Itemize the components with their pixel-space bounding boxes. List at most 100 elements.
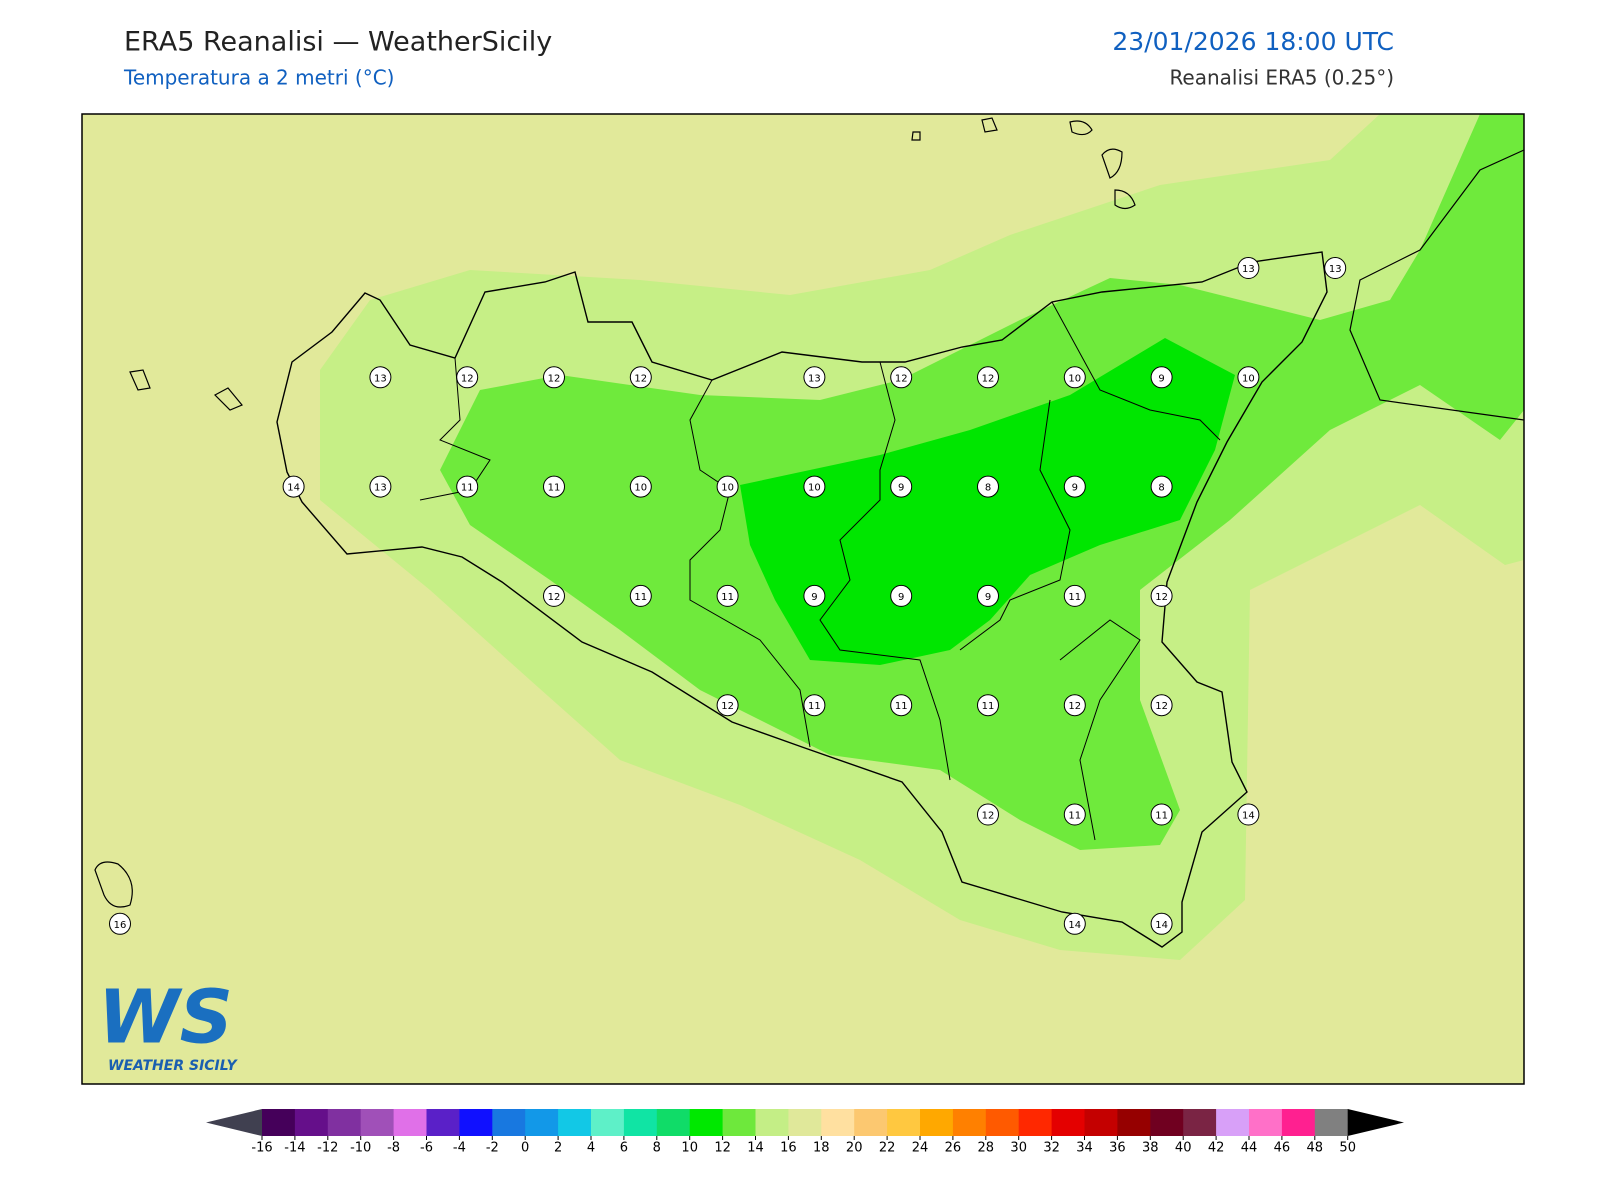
point-marker [803,584,826,607]
colorbar-tick-label: -8 [387,1141,400,1156]
point-marker [977,584,999,607]
point-value: 8 [985,483,991,494]
point-value: 13 [374,373,387,384]
colorbar-swatch [755,1109,789,1136]
point-value: 12 [634,373,647,384]
point-marker [977,803,999,826]
point-marker [1063,694,1086,717]
colorbar-tick-label: 38 [1142,1141,1159,1156]
point-marker [1063,584,1086,607]
colorbar-swatch [854,1109,888,1136]
band-10 [740,338,1235,665]
colorbar-swatch [492,1109,526,1136]
point-marker [890,475,913,498]
point-marker [369,475,392,498]
province-borders [419,301,1221,841]
point-marker [977,475,999,498]
colorbar-tick-label: 50 [1339,1141,1356,1156]
point-value: 13 [374,483,387,494]
colorbar-tick-label: 12 [714,1141,731,1156]
colorbar-tick-label: 42 [1208,1141,1225,1156]
colorbar-swatch [459,1109,493,1136]
point-marker [369,366,392,389]
calabria-coast [1349,149,1524,421]
colorbar-swatch [920,1109,954,1136]
colorbar-tick-label: 28 [978,1141,995,1156]
point-marker [109,912,131,935]
point-value: 9 [985,592,991,603]
colorbar-tick-label: 2 [554,1141,562,1156]
point-value: 11 [1068,592,1081,603]
point-marker [890,366,913,389]
colorbar-tick-label: 32 [1043,1141,1060,1156]
subtitle: Temperatura a 2 metri (°C) [123,66,394,90]
colorbar-tick-label: 16 [780,1141,797,1156]
point-value: 12 [548,592,561,603]
point-value: 14 [287,483,300,494]
point-marker [629,475,652,498]
colorbar-tick-label: -2 [486,1141,499,1156]
point-value: 9 [1072,483,1078,494]
colorbar-swatch [294,1109,329,1136]
point-value: 10 [1242,373,1255,384]
coastline [276,251,1328,948]
colorbar-swatch [360,1109,395,1136]
point-marker [1237,366,1260,389]
colorbar-swatch [788,1109,822,1136]
point-value: 14 [1242,811,1255,822]
point-marker [890,694,913,717]
point-value: 11 [461,483,474,494]
point-value: 11 [634,592,647,603]
point-marker [1150,912,1173,935]
colorbar-swatch [887,1109,921,1136]
logo: WS WEATHER SICILY [98,975,239,1075]
colorbar-tick-label: 10 [681,1141,698,1156]
point-value: 12 [1068,701,1081,712]
point-marker [1150,366,1173,389]
point-marker [803,475,826,498]
colorbar-tick-label: 6 [620,1141,628,1156]
logo-mark: WS [98,975,233,1061]
colorbar-swatch [722,1109,756,1136]
point-value: 13 [808,373,821,384]
point-marker [1324,257,1347,279]
colorbar-tick-label: -14 [284,1141,305,1156]
title: ERA5 Reanalisi — WeatherSicily [124,27,552,58]
point-marker [629,584,652,607]
point-marker [543,584,565,607]
colorbar-tick-label: 4 [587,1141,595,1156]
logo-name: WEATHER SICILY [108,1058,239,1074]
point-value: 10 [721,483,734,494]
colorbar-swatch [1281,1109,1316,1136]
colorbar-swatch [327,1109,362,1136]
colorbar-swatch [1314,1109,1349,1136]
point-value: 11 [982,701,995,712]
point-value: 9 [1158,373,1164,384]
point-marker [1150,475,1173,498]
colorbar-tick-label: -10 [350,1141,371,1156]
map: 13 13 13 12 12 12 13 12 12 10 9 10 14 13 11 11 10 10 10 9 8 9… [82,114,1524,1084]
point-marker [543,475,565,498]
colorbar-swatch [821,1109,855,1136]
point-value: 11 [548,483,561,494]
point-value: 16 [114,920,127,931]
point-marker [977,694,999,717]
colorbar-tick-label: 26 [945,1141,962,1156]
point-value: 14 [1068,920,1081,931]
colorbar-swatch [1117,1109,1151,1136]
colorbar-swatch [1084,1109,1118,1136]
colorbar-tick-label: 36 [1109,1141,1126,1156]
point-marker [1063,803,1086,826]
point-marker [1063,366,1086,389]
colorbar-tick-label: -16 [251,1141,272,1156]
colorbar-tick-label: 24 [912,1141,929,1156]
point-value: 11 [721,592,734,603]
point-value: 11 [1068,811,1081,822]
point-marker [456,475,479,498]
colorbar-swatch [952,1109,987,1136]
point-value: 12 [895,373,908,384]
colorbar-tick-label: 46 [1274,1141,1291,1156]
point-value: 10 [808,483,821,494]
point-marker [803,366,826,389]
